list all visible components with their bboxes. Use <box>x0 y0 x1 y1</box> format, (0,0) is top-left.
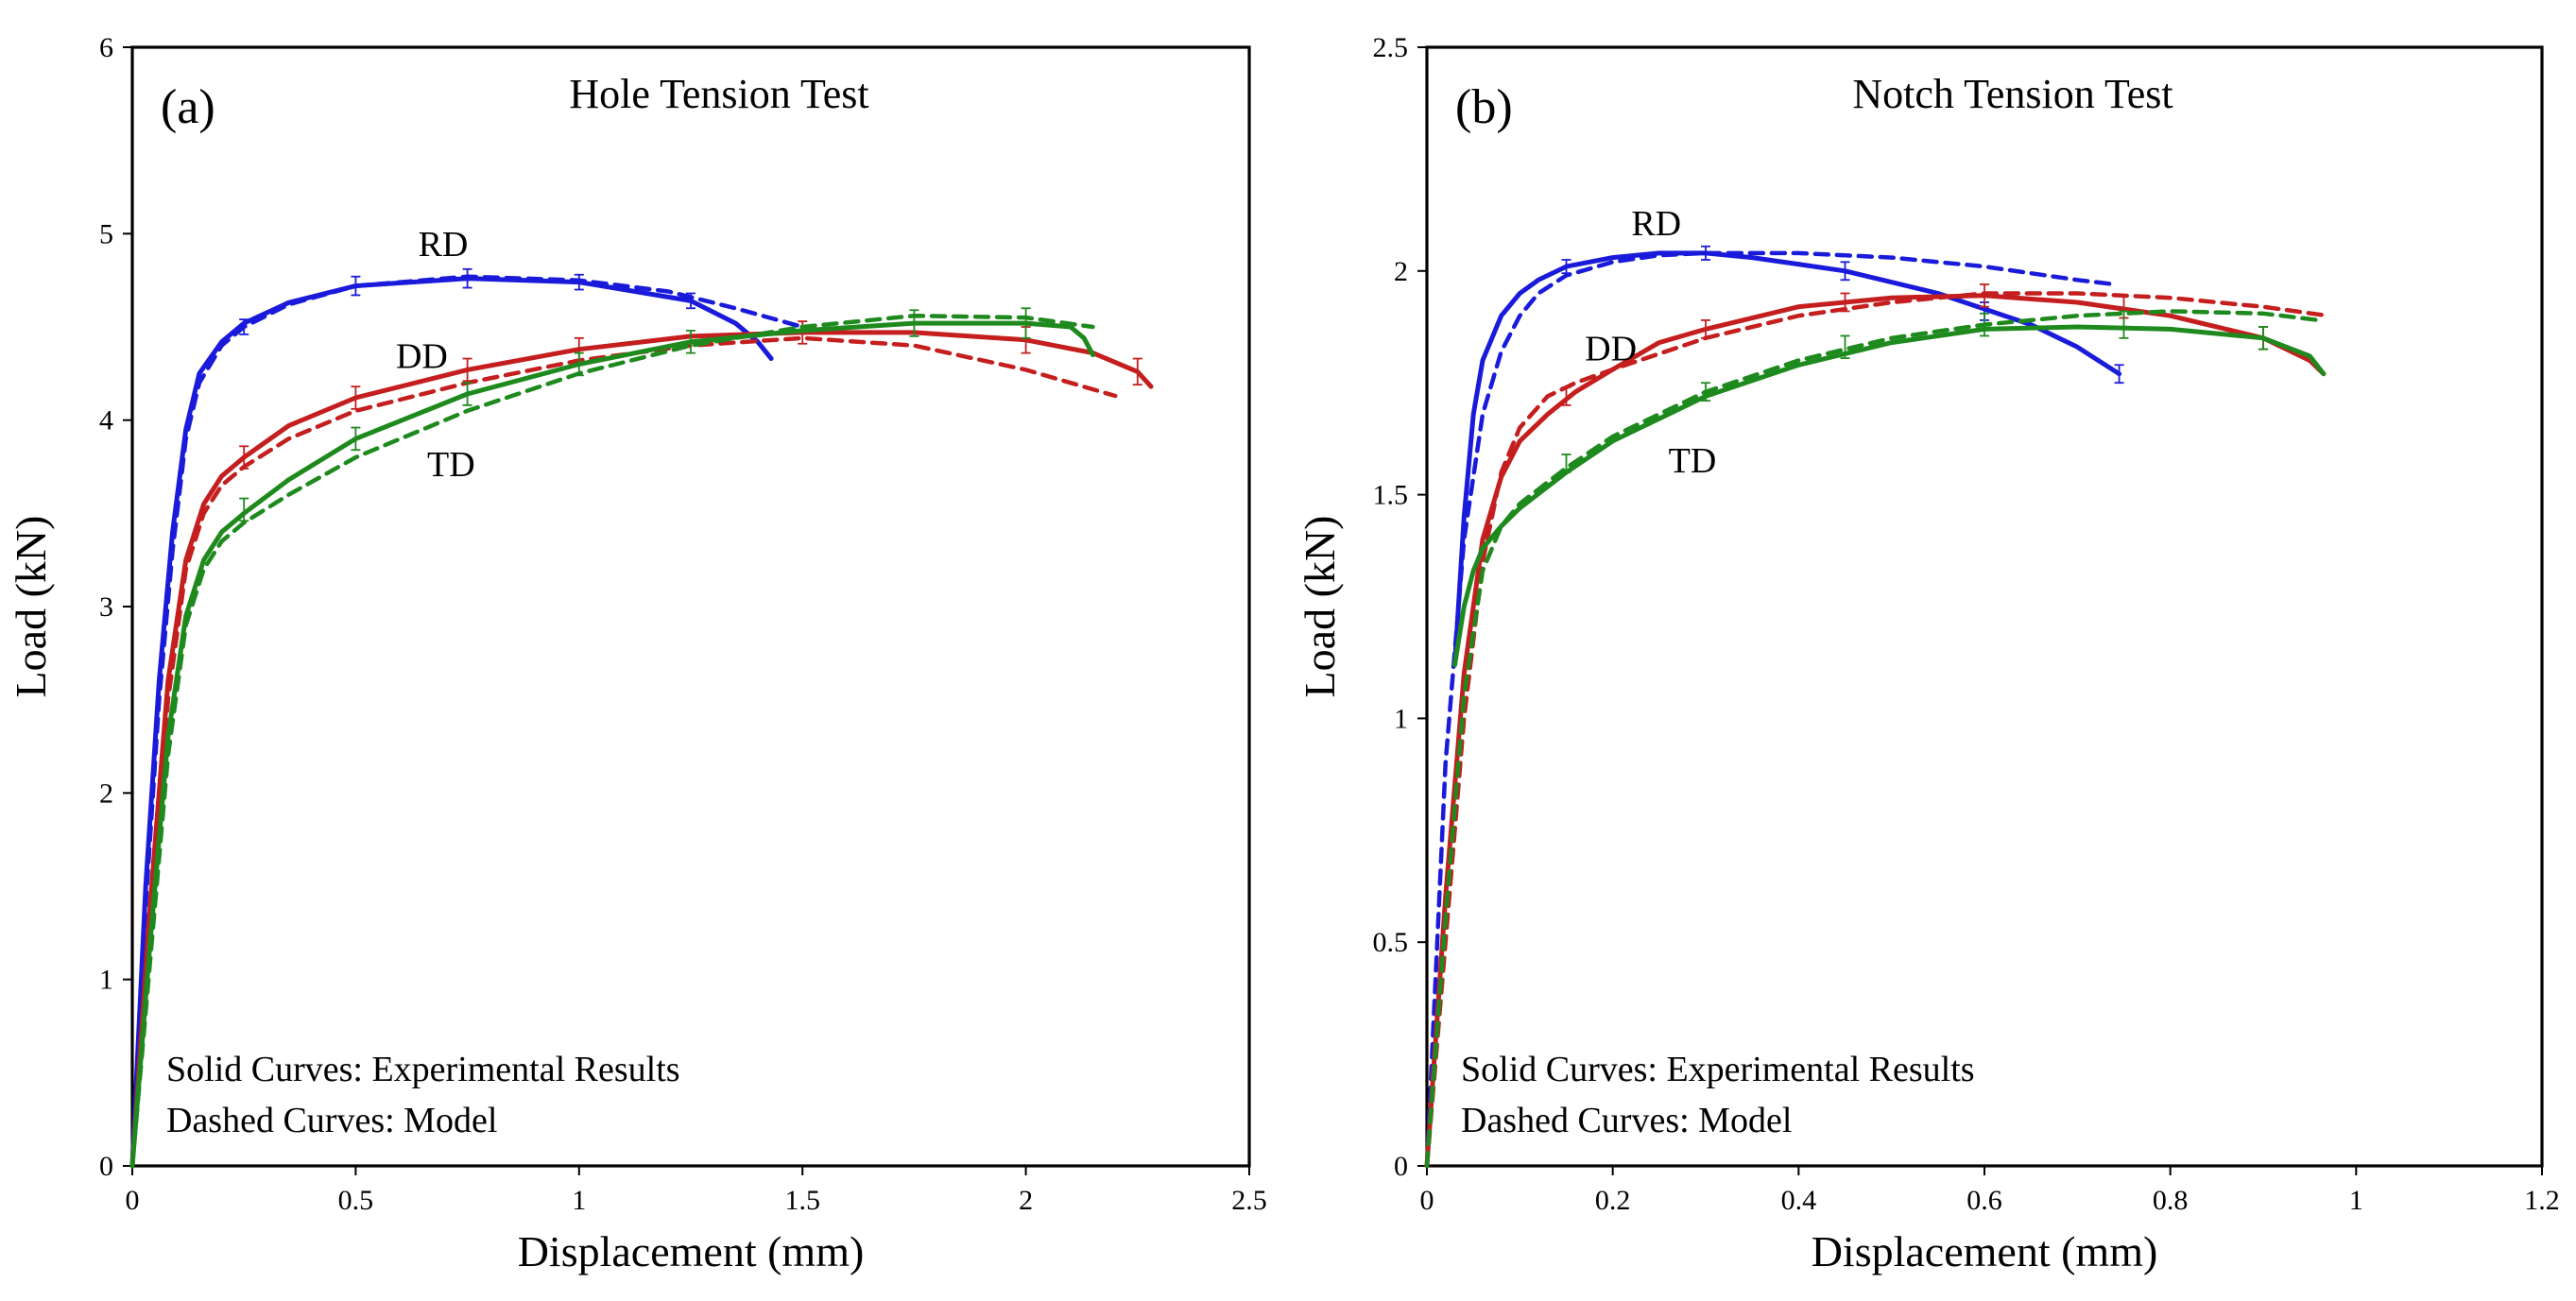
panel-label: (a) <box>161 80 215 134</box>
series-label-td: TD <box>427 445 475 485</box>
error-bar <box>351 426 361 452</box>
series-rd-dashed-line <box>129 274 805 1169</box>
x-tick-label: 0.4 <box>1781 1185 1817 1216</box>
series-label-rd: RD <box>1631 204 1681 244</box>
error-bar <box>1980 283 1989 308</box>
error-bar <box>1840 261 1850 282</box>
series-dd-dashed-line <box>129 335 1118 1169</box>
chart-panel-a: 0 0.5 1 1.5 2 2.5 0 1 2 3 4 5 6 Displacement (mm) Load… <box>7 32 1267 1275</box>
y-tick-label: 4 <box>99 405 113 437</box>
legend-note: Dashed Curves: Model <box>1461 1101 1792 1140</box>
error-bar <box>686 330 696 354</box>
x-tick-label: 1.2 <box>2524 1185 2560 1216</box>
y-tick-label: 1.5 <box>1373 480 1409 511</box>
x-tick-label: 1 <box>2349 1185 2363 1216</box>
y-tick-label: 0 <box>99 1151 113 1182</box>
x-tick-label: 0.8 <box>2153 1185 2189 1216</box>
series-td-dashed-line <box>1424 309 2322 1169</box>
error-bar <box>2258 326 2268 351</box>
series-dd-solid-line <box>129 330 1154 1169</box>
x-tick-label: 0 <box>1420 1185 1434 1216</box>
legend-note: Dashed Curves: Model <box>166 1101 497 1140</box>
y-axis-label: Load (kN) <box>1296 516 1344 698</box>
y-tick-label: 0 <box>1394 1151 1408 1182</box>
y-tick-label: 3 <box>99 591 113 623</box>
y-tick-label: 2.5 <box>1373 32 1409 63</box>
y-axis-label: Load (kN) <box>7 516 55 698</box>
x-tick-label: 2 <box>1019 1185 1033 1216</box>
x-tick-label: 1 <box>572 1185 586 1216</box>
series-dd-dashed-line <box>1424 291 2331 1169</box>
x-axis-label: Displacement (mm) <box>518 1227 865 1275</box>
chart-title: Notch Tension Test <box>1852 71 2172 117</box>
y-tick-label: 2 <box>1394 256 1408 287</box>
legend-note: Solid Curves: Experimental Results <box>166 1050 680 1089</box>
plot-frame <box>1425 45 2544 1168</box>
series-label-dd: DD <box>1585 330 1637 369</box>
error-bar <box>1132 357 1142 386</box>
series-label-dd: DD <box>396 336 448 376</box>
y-tick-label: 5 <box>99 218 113 249</box>
x-tick-label: 0 <box>126 1185 140 1216</box>
x-tick-label: 1.5 <box>784 1185 820 1216</box>
x-tick-label: 2.5 <box>1231 1185 1267 1216</box>
series-label-rd: RD <box>419 225 469 265</box>
series-dd-solid-line <box>1424 293 2327 1169</box>
error-bar <box>462 382 472 406</box>
error-bar <box>1021 307 1031 339</box>
series-label-td: TD <box>1669 441 1717 481</box>
y-tick-label: 1 <box>1394 703 1408 734</box>
y-tick-label: 1 <box>99 965 113 996</box>
legend-note: Solid Curves: Experimental Results <box>1461 1050 1975 1089</box>
series-rd-solid-line <box>129 276 774 1169</box>
error-bar <box>1840 334 1850 360</box>
error-bar <box>2114 364 2124 385</box>
panel-label: (b) <box>1455 80 1513 134</box>
x-axis-label: Displacement (mm) <box>1812 1227 2158 1275</box>
x-tick-label: 0.6 <box>1966 1185 2002 1216</box>
y-tick-label: 0.5 <box>1373 927 1409 958</box>
series-td-dashed-line <box>129 313 1095 1169</box>
series-rd-dashed-line <box>1424 250 2117 1169</box>
chart-title: Hole Tension Test <box>569 71 868 117</box>
series-rd-solid-line <box>1452 250 2122 668</box>
x-tick-label: 0.5 <box>338 1185 374 1216</box>
y-tick-label: 2 <box>99 778 113 809</box>
series-td-solid-line <box>129 320 1095 1169</box>
y-tick-label: 6 <box>99 32 113 63</box>
plot-frame <box>130 45 1251 1168</box>
error-bar <box>2119 310 2129 339</box>
x-tick-label: 0.2 <box>1595 1185 1631 1216</box>
chart-panel-b: 0 0.2 0.4 0.6 0.8 1 1.2 0 0.5 1 1.5 2 2.5 Displacemen… <box>1296 32 2560 1275</box>
